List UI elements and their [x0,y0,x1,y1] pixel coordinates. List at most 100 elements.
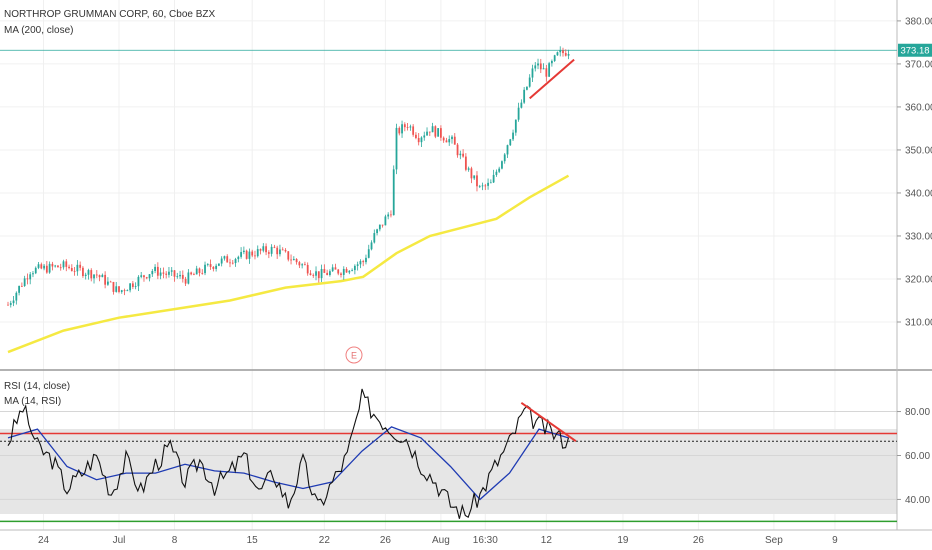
candle-body [564,53,567,56]
candle-body [298,262,301,266]
price-trendline[interactable] [529,58,575,100]
time-tick-label: Aug [432,535,450,546]
candle-body [154,266,156,271]
rsi-trendline[interactable] [520,401,577,443]
candle-body [273,246,276,248]
candle-body [423,135,426,138]
candle-body [231,262,234,264]
candle-body [129,283,131,291]
price-tick-label: 360.00 [905,102,932,113]
candle-body [26,278,29,280]
candle-body [32,273,34,275]
candle-body [82,267,84,277]
candle-body [356,264,359,266]
candle-body [276,247,279,255]
price-tick-label: 340.00 [905,188,932,199]
candle-body [79,264,82,268]
rsi-ma-series [7,426,569,501]
candle-body [168,271,170,275]
candle-body [387,214,390,217]
chart-title[interactable]: NORTHROP GRUMMAN CORP, 60, Cboe BZX [4,9,215,20]
candle-body [506,145,509,155]
candle-body [378,224,381,230]
candle-body [112,282,115,292]
price-tick-label: 310.00 [905,317,932,328]
rsi-legend[interactable]: RSI (14, close) [4,381,70,392]
candle-body [292,258,295,261]
candle-body [470,168,473,179]
price-tick-label: 320.00 [905,274,932,285]
candle-body [115,286,118,292]
candle-body [548,63,551,77]
time-tick-label: 19 [617,535,629,546]
candle-body [331,267,334,272]
candle-body [342,268,345,275]
candle-body [104,274,107,285]
candle-body [159,272,162,276]
candle-body [551,60,553,64]
candle-body [279,249,281,255]
candle-body [315,271,317,276]
candle-body [126,290,129,292]
candle-body [448,139,451,143]
candle-body [337,269,340,274]
candle-body [18,285,20,293]
candle-body [473,175,476,179]
candle-body [359,261,362,265]
last-price-value: 373.18 [900,46,929,57]
candle-body [187,272,190,284]
candle-body [59,267,62,269]
candle-body [512,132,514,140]
price-trendline-segment[interactable] [529,58,575,100]
candle-body [428,131,431,133]
candles-series [7,46,570,308]
rsi-trendline-segment[interactable] [520,401,577,443]
candle-body [409,126,412,128]
time-tick-label: 26 [693,535,705,546]
candle-body [198,268,201,273]
candle-body [295,258,298,263]
earnings-marker[interactable]: E [345,346,363,364]
candle-body [156,266,159,276]
candle-body [539,63,542,70]
candle-body [9,303,12,305]
candle-body [95,274,98,276]
candle-body [209,264,212,267]
candle-body [334,267,337,270]
candle-body [45,265,48,273]
candle-body [553,55,556,61]
price-tick-label: 380.00 [905,16,932,27]
candle-body [309,273,312,275]
candle-body [456,144,459,156]
candle-body [370,242,373,250]
ma200-legend[interactable]: MA (200, close) [4,25,73,36]
rsi-series [7,388,570,519]
candle-body [528,77,531,87]
rsi-ma-legend[interactable]: MA (14, RSI) [4,396,61,407]
candle-body [531,68,534,78]
candle-body [495,171,498,175]
candle-body [165,273,168,275]
time-axis-ticks: 24 Jul 8 15 22 26 Aug 16:30 12 19 26 Sep 9 [38,535,838,546]
candle-body [93,274,95,279]
candle-body [218,263,220,266]
ma200-series [7,174,570,354]
candle-body [431,126,434,133]
candle-body [206,264,209,265]
candle-body [65,261,68,267]
rsi-tick-label: 60.00 [905,451,930,462]
candle-body [173,270,176,277]
candle-body [323,269,326,273]
candle-body [398,127,401,134]
candle-body [234,259,237,264]
candle-body [143,275,145,278]
candle-body [306,264,309,274]
candle-body [76,264,79,272]
candle-body [256,249,259,257]
time-tick-label: 26 [380,535,392,546]
time-tick-label: 8 [172,535,178,546]
candle-body [193,274,195,276]
time-tick-label: 24 [38,535,50,546]
candle-body [51,263,54,267]
